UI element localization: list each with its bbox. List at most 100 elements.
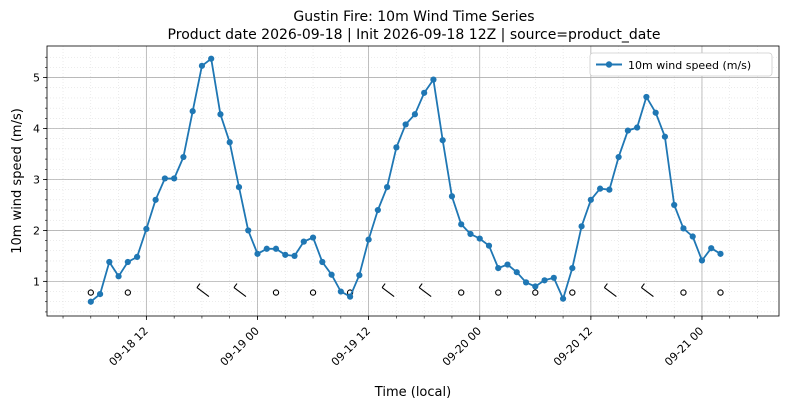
data-point	[430, 76, 437, 83]
y-tick-label: 4	[33, 123, 40, 136]
data-point	[559, 295, 567, 302]
x-tick-label: 09-19 00	[218, 324, 262, 368]
plot-background	[47, 46, 779, 316]
calm-wind-marker	[569, 289, 576, 296]
data-point	[606, 186, 613, 193]
data-point	[374, 206, 381, 214]
data-point	[300, 238, 307, 245]
x-tick-label: 09-19 12	[329, 324, 373, 368]
calm-wind-marker	[495, 289, 502, 296]
data-point	[541, 277, 548, 284]
calm-wind-marker	[87, 289, 94, 296]
data-point	[411, 111, 419, 118]
calm-wind-marker	[458, 289, 465, 296]
calm-wind-marker	[680, 289, 687, 296]
x-tick-label: 09-20 12	[551, 324, 595, 368]
wind-barb	[381, 283, 395, 298]
data-point	[708, 245, 715, 252]
data-point	[476, 235, 483, 242]
data-point	[698, 257, 706, 264]
data-point	[124, 258, 131, 266]
data-point	[597, 185, 604, 192]
data-point	[235, 184, 243, 191]
data-point	[152, 196, 159, 203]
data-point	[189, 108, 196, 115]
chart-subtitle: Product date 2026-09-18 | Init 2026-09-1…	[168, 27, 661, 43]
data-point	[198, 62, 206, 69]
x-axis-label: Time (local)	[374, 385, 451, 400]
x-axis: 09-18 12 09-19 00 09-19 12 09-20 00 09-20 12…	[62, 316, 758, 369]
data-point	[532, 283, 539, 290]
series-group	[87, 55, 724, 305]
data-point	[634, 124, 641, 131]
data-point	[587, 196, 594, 203]
data-point	[291, 252, 298, 259]
data-point	[161, 175, 168, 182]
y-tick-label: 2	[33, 224, 40, 237]
data-point	[522, 279, 530, 286]
data-point	[495, 265, 502, 272]
data-point	[402, 121, 409, 128]
data-point	[208, 55, 215, 62]
data-point	[365, 236, 372, 243]
x-tick-label: 09-18 12	[107, 324, 151, 368]
plot-frame	[46, 45, 780, 317]
data-point	[337, 288, 344, 295]
y-tick-label: 3	[33, 173, 40, 186]
data-point	[96, 290, 104, 298]
calm-wind-marker	[717, 289, 724, 296]
data-point	[245, 227, 252, 234]
x-tick-label: 09-20 00	[440, 324, 484, 368]
data-point	[180, 153, 187, 161]
data-point	[671, 201, 678, 209]
data-point	[680, 225, 687, 232]
data-point	[254, 250, 261, 257]
legend-box	[589, 52, 773, 77]
calm-wind-marker	[124, 289, 131, 296]
data-point	[643, 93, 650, 101]
calm-wind-marker	[272, 289, 280, 296]
data-point	[439, 137, 446, 144]
data-point	[569, 265, 576, 272]
data-point	[143, 225, 150, 232]
x-tick-label: 09-21 00	[662, 324, 706, 368]
y-tick-label: 5	[33, 72, 40, 85]
data-point	[328, 271, 335, 278]
data-point	[550, 274, 557, 281]
wind-barb	[233, 283, 247, 298]
data-point	[485, 242, 493, 249]
y-axis: 1 2 3 4 5	[33, 56, 47, 313]
data-point	[661, 133, 669, 140]
wind-barbs	[87, 283, 724, 298]
data-point	[615, 153, 622, 161]
data-point	[513, 269, 520, 276]
data-point	[356, 272, 363, 279]
data-point	[458, 221, 465, 228]
data-point	[467, 230, 474, 238]
data-point	[115, 273, 122, 280]
data-point	[393, 144, 400, 151]
wind-barb	[418, 283, 432, 298]
data-point	[624, 127, 631, 134]
data-point	[448, 193, 456, 200]
plot-area	[46, 45, 780, 317]
data-point	[226, 139, 233, 146]
wind-barb	[196, 283, 210, 298]
calm-wind-marker	[532, 289, 539, 296]
data-point	[652, 109, 659, 116]
legend-label: 10m wind speed (m/s)	[628, 59, 751, 72]
data-point	[717, 250, 724, 257]
legend: 10m wind speed (m/s)	[589, 52, 773, 77]
legend-marker	[605, 61, 613, 68]
data-point	[421, 89, 428, 96]
chart-title: Gustin Fire: 10m Wind Time Series	[293, 9, 534, 25]
data-point	[134, 253, 141, 261]
data-point	[272, 245, 280, 252]
wind-barb	[640, 283, 654, 298]
data-point	[578, 223, 585, 230]
grid	[47, 46, 779, 316]
y-axis-label: 10m wind speed (m/s)	[10, 108, 25, 254]
data-point	[263, 245, 270, 252]
data-point	[87, 298, 94, 305]
